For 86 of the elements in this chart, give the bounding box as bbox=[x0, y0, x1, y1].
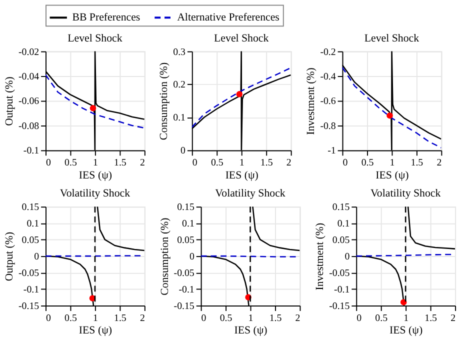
y-tick-label: 0.15 bbox=[177, 202, 194, 214]
y-tick-label: -0.05 bbox=[329, 268, 350, 280]
x-tick-label: 0.5 bbox=[375, 312, 388, 324]
y-tick-label: 0.05 bbox=[332, 235, 350, 246]
x-axis-title: IES (ψ) bbox=[225, 169, 259, 182]
y-tick-label: 0.1 bbox=[173, 112, 186, 124]
x-tick-label: 1.5 bbox=[269, 312, 282, 324]
y-tick-label: 0 bbox=[180, 146, 186, 157]
x-tick-label: 0 bbox=[356, 312, 362, 324]
x-tick-label: 1.5 bbox=[260, 158, 273, 169]
line-series bbox=[342, 66, 442, 148]
y-tick-label: -0.15 bbox=[174, 300, 194, 312]
y-tick-label: -0.1 bbox=[23, 284, 40, 296]
y-tick-label: -0.4 bbox=[320, 71, 336, 82]
x-tick-label: 2 bbox=[450, 312, 456, 324]
y-tick-label: 0.15 bbox=[332, 202, 350, 214]
chart-title: Volatility Shock bbox=[370, 188, 442, 200]
x-tick-label: 1 bbox=[248, 312, 254, 324]
y-axis-title: Investment (%) bbox=[305, 67, 318, 135]
legend-label: Alternative Preferences bbox=[177, 12, 280, 24]
y-tick-label: -0.6 bbox=[320, 96, 336, 108]
y-tick-label: 0.05 bbox=[22, 235, 40, 246]
x-tick-label: 1 bbox=[404, 312, 409, 324]
y-tick-label: -0.04 bbox=[18, 71, 40, 82]
x-tick-label: 2 bbox=[140, 158, 145, 169]
x-tick-label: 1 bbox=[239, 158, 244, 169]
x-tick-label: 1 bbox=[92, 158, 98, 169]
y-tick-label: 0.2 bbox=[173, 80, 186, 91]
line-series bbox=[192, 67, 291, 128]
y-tick-label: -0.1 bbox=[23, 146, 40, 157]
x-tick-label: 0 bbox=[46, 158, 51, 169]
y-tick-label: 0 bbox=[189, 252, 194, 263]
x-tick-label: 2 bbox=[436, 158, 442, 169]
y-tick-label: 0.05 bbox=[177, 235, 194, 246]
x-tick-label: 1.5 bbox=[424, 312, 438, 324]
y-tick-label: 0.1 bbox=[337, 218, 350, 230]
x-axis-title: IES (ψ) bbox=[78, 169, 112, 182]
x-axis-title: IES (ψ) bbox=[78, 324, 112, 337]
y-tick-label: 0.15 bbox=[22, 202, 40, 214]
y-axis-title: Consumption (%) bbox=[158, 62, 170, 140]
chart-title: Volatility Shock bbox=[215, 188, 286, 200]
y-tick-label: 0 bbox=[34, 252, 40, 263]
chart-title: Level Shock bbox=[364, 32, 420, 44]
line-series bbox=[46, 74, 144, 129]
y-tick-label: 0.3 bbox=[173, 46, 186, 58]
y-tick-label: -0.05 bbox=[18, 268, 40, 280]
x-tick-label: 2 bbox=[140, 312, 145, 324]
chart-title: Level Shock bbox=[68, 32, 123, 44]
x-tick-label: 1.5 bbox=[410, 158, 424, 169]
chart-title: Level Shock bbox=[214, 32, 270, 44]
y-tick-label: -0.02 bbox=[18, 46, 40, 58]
x-tick-label: 0.5 bbox=[210, 158, 224, 169]
y-tick-label: -0.15 bbox=[18, 300, 40, 312]
y-tick-label: 0.1 bbox=[26, 218, 40, 230]
y-tick-label: -0.06 bbox=[18, 96, 40, 108]
chart-title: Volatility Shock bbox=[60, 188, 131, 200]
x-tick-label: 2 bbox=[295, 312, 300, 324]
y-axis-title: Output (%) bbox=[4, 76, 16, 126]
x-tick-label: 1.5 bbox=[114, 158, 126, 169]
y-tick-label: -0.2 bbox=[320, 46, 336, 58]
x-axis-title: IES (ψ) bbox=[376, 169, 410, 182]
y-tick-label: -0.15 bbox=[329, 300, 350, 312]
x-tick-label: 0.5 bbox=[220, 312, 232, 324]
x-tick-label: 2 bbox=[286, 158, 292, 169]
x-tick-label: 1.5 bbox=[114, 312, 126, 324]
x-tick-label: 1 bbox=[92, 312, 98, 324]
x-tick-label: 0 bbox=[46, 312, 51, 324]
x-tick-label: 0 bbox=[201, 312, 206, 324]
y-tick-label: -0.05 bbox=[174, 268, 194, 280]
x-tick-label: 0.5 bbox=[64, 312, 77, 324]
y-axis-title: Output (%) bbox=[4, 232, 16, 282]
legend-label: BB Preferences bbox=[72, 12, 140, 24]
y-tick-label: -0.08 bbox=[18, 120, 40, 132]
x-tick-label: 1 bbox=[390, 158, 395, 169]
y-tick-label: -0.1 bbox=[178, 284, 194, 296]
y-axis-title: Consumption (%) bbox=[158, 217, 171, 296]
x-axis-title: IES (ψ) bbox=[234, 324, 268, 337]
y-tick-label: -0.1 bbox=[334, 284, 350, 296]
y-tick-label: -1 bbox=[328, 146, 336, 157]
x-axis-title: IES (ψ) bbox=[390, 324, 423, 337]
x-tick-label: 0.5 bbox=[361, 158, 374, 169]
y-tick-label: 0 bbox=[344, 252, 350, 263]
y-tick-label: -0.8 bbox=[320, 120, 336, 132]
y-tick-label: 0.1 bbox=[182, 218, 194, 230]
x-tick-label: 0.5 bbox=[64, 158, 77, 169]
y-axis-title: Investment (%) bbox=[314, 222, 326, 290]
